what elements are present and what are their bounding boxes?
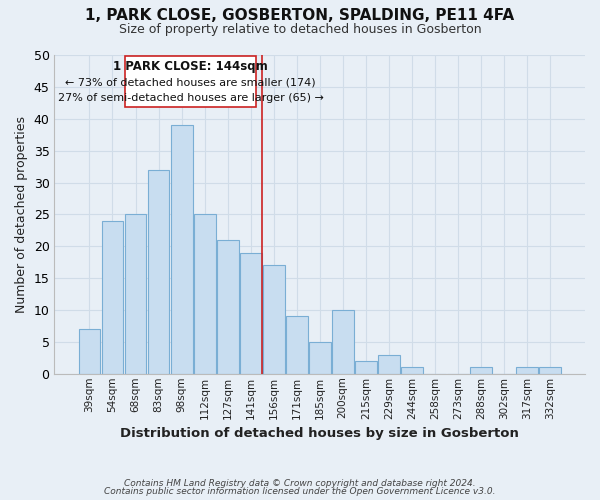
Bar xyxy=(79,329,100,374)
Bar xyxy=(470,368,492,374)
Bar xyxy=(286,316,308,374)
Text: 27% of semi-detached houses are larger (65) →: 27% of semi-detached houses are larger (… xyxy=(58,92,324,102)
Text: ← 73% of detached houses are smaller (174): ← 73% of detached houses are smaller (17… xyxy=(65,78,316,88)
Text: 1 PARK CLOSE: 144sqm: 1 PARK CLOSE: 144sqm xyxy=(113,60,268,73)
Bar xyxy=(401,368,423,374)
Bar xyxy=(539,368,561,374)
Bar xyxy=(125,214,146,374)
Bar xyxy=(217,240,239,374)
Bar xyxy=(309,342,331,374)
Bar xyxy=(148,170,169,374)
Bar xyxy=(170,125,193,374)
FancyBboxPatch shape xyxy=(125,56,256,108)
Bar xyxy=(194,214,215,374)
Bar xyxy=(516,368,538,374)
Bar xyxy=(263,266,284,374)
X-axis label: Distribution of detached houses by size in Gosberton: Distribution of detached houses by size … xyxy=(120,427,519,440)
Text: Size of property relative to detached houses in Gosberton: Size of property relative to detached ho… xyxy=(119,22,481,36)
Text: 1, PARK CLOSE, GOSBERTON, SPALDING, PE11 4FA: 1, PARK CLOSE, GOSBERTON, SPALDING, PE11… xyxy=(85,8,515,22)
Bar xyxy=(332,310,353,374)
Text: Contains HM Land Registry data © Crown copyright and database right 2024.: Contains HM Land Registry data © Crown c… xyxy=(124,478,476,488)
Bar xyxy=(355,361,377,374)
Bar xyxy=(101,221,124,374)
Bar xyxy=(378,354,400,374)
Text: Contains public sector information licensed under the Open Government Licence v3: Contains public sector information licen… xyxy=(104,487,496,496)
Y-axis label: Number of detached properties: Number of detached properties xyxy=(15,116,28,313)
Bar xyxy=(240,252,262,374)
